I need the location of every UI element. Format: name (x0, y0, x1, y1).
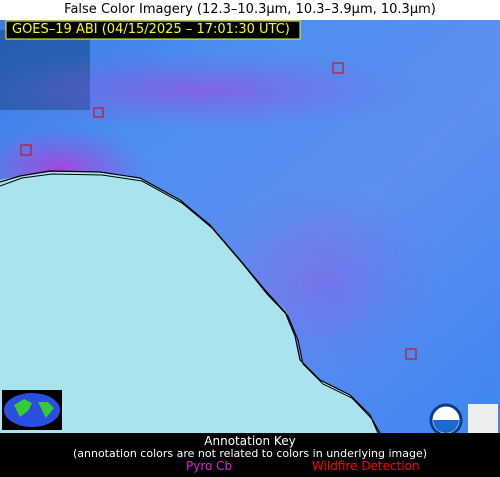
globe-logo (4, 393, 60, 427)
title: False Color Imagery (12.3–10.3µm, 10.3–3… (64, 2, 436, 17)
key-item: Wildfire Detection (312, 459, 420, 473)
fire-detection (405, 348, 417, 360)
coastline (0, 170, 379, 434)
key-band (0, 433, 500, 477)
key-heading: Annotation Key (204, 434, 296, 448)
title-band (0, 0, 500, 20)
land (0, 172, 378, 433)
key-item: Pyro Cb (186, 459, 233, 473)
stamp-box (5, 20, 301, 40)
fire-detection (93, 107, 104, 118)
fire-detection (332, 62, 344, 74)
fire-detection (20, 144, 32, 156)
key-note: (annotation colors are not related to co… (72, 447, 428, 460)
cimss-logo (468, 404, 498, 434)
noaa-logo (433, 420, 459, 433)
coastline (0, 173, 381, 434)
purple-band (0, 50, 430, 130)
stamp: GOES–19 ABI (04/15/2025 – 17:01:30 UTC) (12, 22, 290, 37)
globe-logo (14, 399, 54, 418)
